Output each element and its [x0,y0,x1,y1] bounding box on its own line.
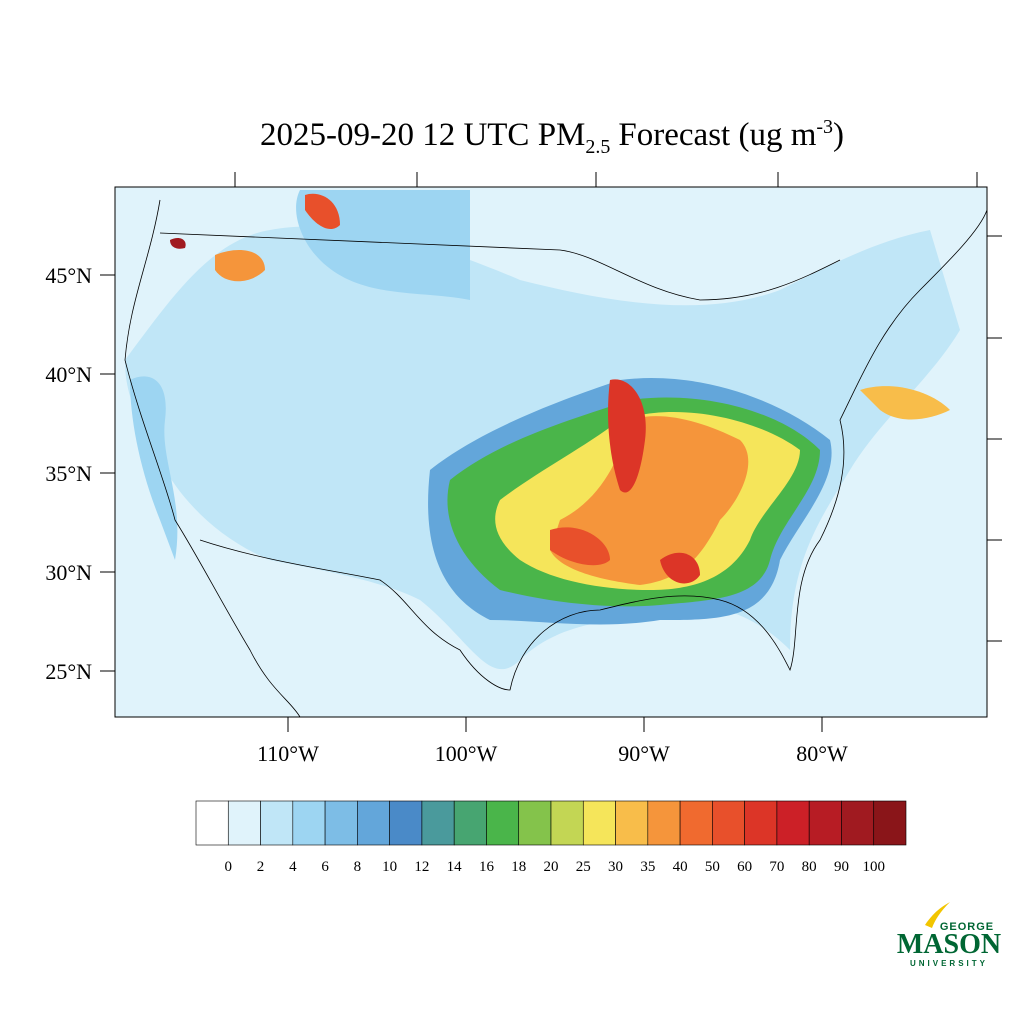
map-frame [114,186,988,718]
boundaries [124,199,988,718]
colorbar-box [841,800,875,846]
colorbar-box [227,800,261,846]
colorbar-box [582,800,616,846]
colorbar-box [776,800,810,846]
colorbar-label: 25 [576,859,591,875]
colorbar-label: 6 [321,859,329,875]
colorbar-box [808,800,842,846]
lat-tick-label: 35°N [45,461,92,486]
colorbar: 0 2 4 6 8 10 12 14 16 18 20 25 30 35 40 50 60 70 80 90 100 [195,800,907,875]
colorbar-label: 80 [802,859,817,875]
colorbar-box [873,800,907,846]
colorbar-box [712,800,745,846]
colorbar-box [550,800,584,846]
colorbar-label: 30 [608,859,623,875]
logo-name: MASON [897,929,1001,960]
colorbar-box [195,800,229,846]
lat-tick-label: 30°N [45,560,92,585]
colorbar-label: 60 [737,859,752,875]
title: 2025-09-20 12 UTC PM2.5 Forecast (ug m-3) [260,116,844,158]
field-region [608,379,646,493]
title-rest: Forecast (ug m [618,117,816,153]
colorbar-label: 90 [834,859,849,875]
lon-tick-label: 90°W [618,741,670,766]
colorbar-label: 12 [414,859,429,875]
axes: 45°N 40°N 35°N 30°N 25°N 110°W 100°W 90°W 80°W [45,263,848,766]
colorbar-label: 0 [225,859,233,875]
colorbar-box [389,800,423,846]
colorbar-box [292,800,326,846]
colorbar-box [647,800,681,846]
colorbar-box [615,800,649,846]
colorbar-label: 8 [354,859,362,875]
colorbar-box [453,800,487,846]
colorbar-label: 100 [862,859,885,875]
frame-ticks [234,172,1002,642]
lat-tick-label: 25°N [45,659,92,684]
border [159,232,841,301]
colorbar-box [357,800,390,846]
logo: GEORGE MASON UNIVERSITY [897,902,1001,968]
field-region [296,190,470,300]
colorbar-box [518,800,552,846]
field-region [660,552,700,584]
colorbar-label: 10 [382,859,397,875]
title-superscript: -3 [816,116,833,138]
coastline [124,199,301,718]
lon-tick-label: 80°W [796,741,848,766]
field-region [215,250,265,282]
field-region [170,237,186,249]
logo-top: GEORGE [940,921,994,933]
colorbar-box [486,800,520,846]
colorbar-label: 40 [673,859,688,875]
colorbar-label: 18 [511,859,526,875]
colorbar-label: 2 [257,859,265,875]
colorbar-box [260,800,294,846]
lat-tick-label: 40°N [45,362,92,387]
colorbar-box [679,800,713,846]
colorbar-box [744,800,778,846]
lon-tick-label: 110°W [257,741,319,766]
colorbar-box [421,800,455,846]
colorbar-label: 70 [769,859,784,875]
colorbar-label: 50 [705,859,720,875]
field-region [860,386,950,420]
colorbar-box [324,800,358,846]
logo-bottom: UNIVERSITY [910,959,988,968]
title-end: ) [833,117,844,153]
logo-flame [925,902,950,928]
lat-tick-label: 45°N [45,263,92,288]
colorbar-label: 16 [479,859,495,875]
colorbar-label: 14 [447,859,463,875]
field-region [130,376,178,560]
field-region [305,193,340,230]
lon-tick-label: 100°W [435,741,498,766]
colorbar-label: 20 [544,859,559,875]
title-subscript: 2.5 [585,136,610,158]
colorbar-label: 35 [640,859,655,875]
field-region [550,527,610,566]
pm25-field [115,187,987,717]
coastline [199,209,988,691]
title-main: 2025-09-20 12 UTC PM [260,117,585,153]
colorbar-label: 4 [289,859,297,875]
